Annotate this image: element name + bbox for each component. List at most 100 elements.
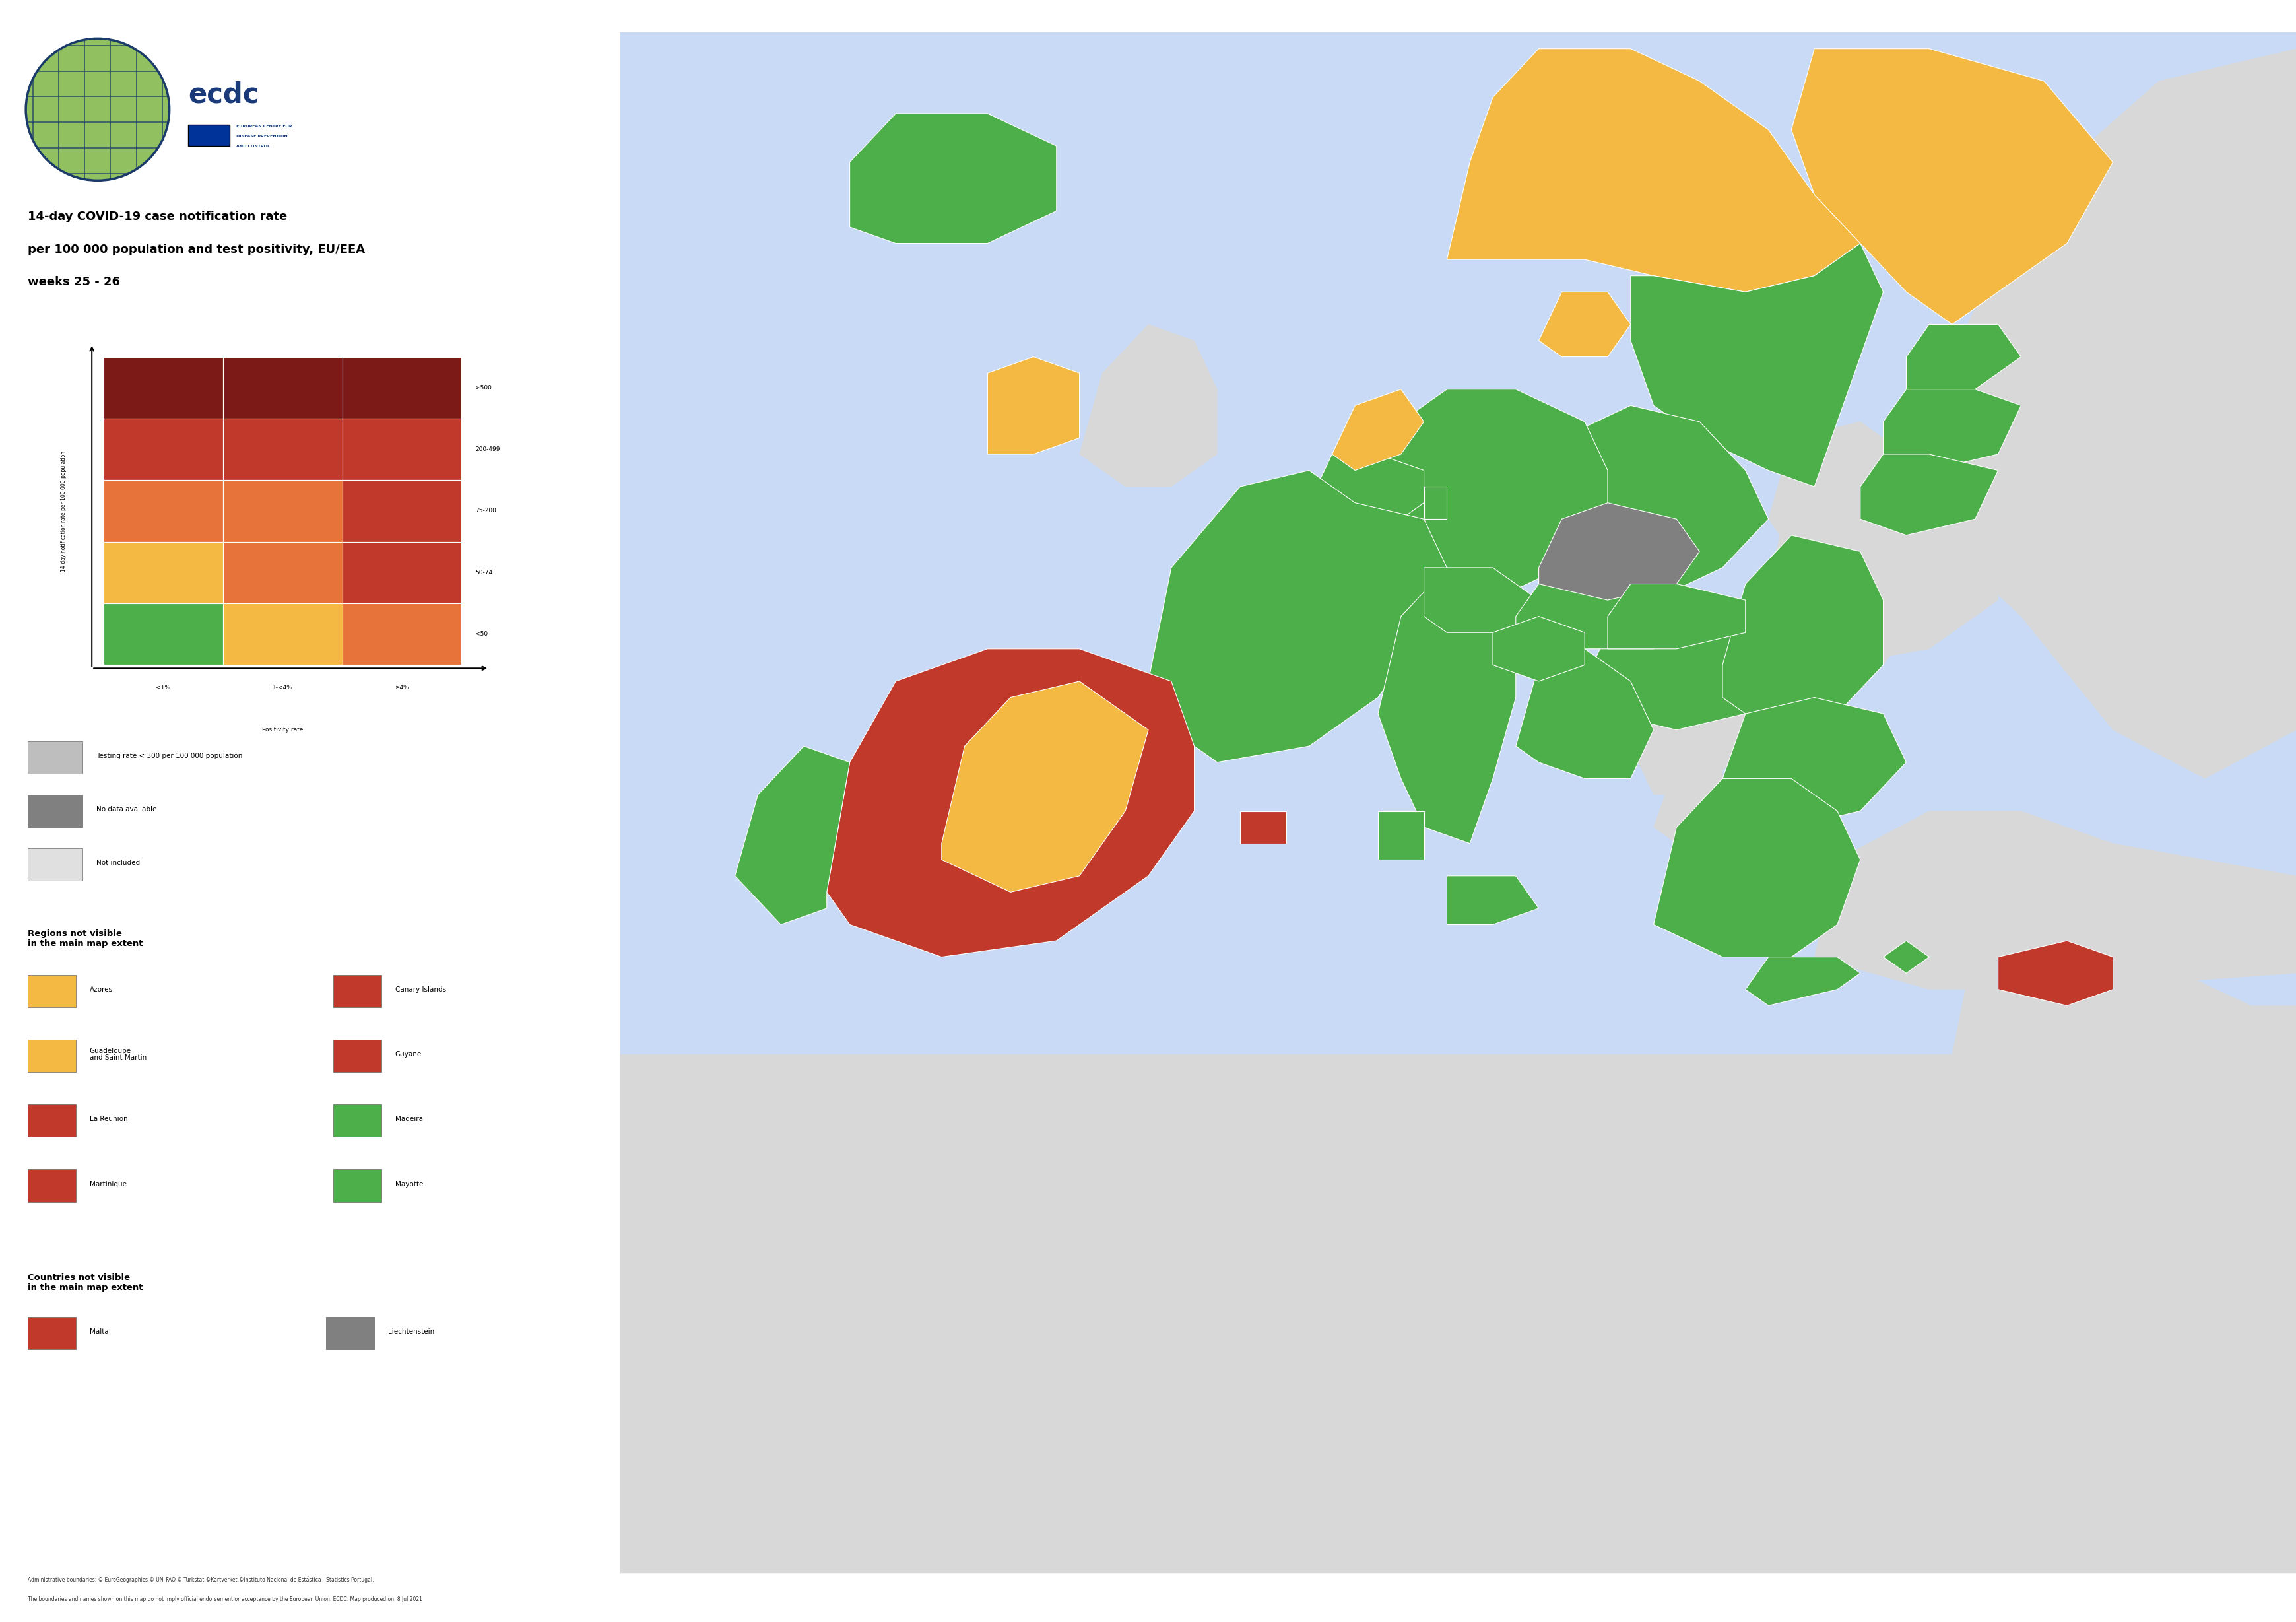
FancyBboxPatch shape xyxy=(620,32,2296,1573)
Text: ≥4%: ≥4% xyxy=(395,684,409,691)
Polygon shape xyxy=(1998,941,2112,1006)
Text: No data available: No data available xyxy=(96,806,156,813)
FancyBboxPatch shape xyxy=(223,542,342,603)
Polygon shape xyxy=(1768,422,1906,551)
FancyBboxPatch shape xyxy=(188,125,230,146)
FancyBboxPatch shape xyxy=(28,795,83,827)
Polygon shape xyxy=(987,357,1079,454)
Text: Countries not visible
in the main map extent: Countries not visible in the main map ex… xyxy=(28,1273,142,1291)
FancyBboxPatch shape xyxy=(342,480,461,542)
Polygon shape xyxy=(1883,389,2020,470)
Polygon shape xyxy=(1309,454,1424,535)
FancyBboxPatch shape xyxy=(28,975,76,1007)
FancyBboxPatch shape xyxy=(333,1105,381,1137)
Text: Liechtenstein: Liechtenstein xyxy=(388,1328,434,1335)
FancyBboxPatch shape xyxy=(223,480,342,542)
Polygon shape xyxy=(1584,616,1768,730)
Polygon shape xyxy=(1378,568,1515,843)
Text: Azores: Azores xyxy=(90,986,113,993)
Polygon shape xyxy=(1929,49,2296,779)
Polygon shape xyxy=(850,114,1056,243)
Text: 200-499: 200-499 xyxy=(475,446,501,453)
Polygon shape xyxy=(1630,665,1745,795)
Text: AND CONTROL: AND CONTROL xyxy=(236,144,271,148)
Polygon shape xyxy=(1355,389,1607,600)
Polygon shape xyxy=(1814,811,2296,989)
Text: DISEASE PREVENTION: DISEASE PREVENTION xyxy=(236,135,287,138)
Text: per 100 000 population and test positivity, EU/EEA: per 100 000 population and test positivi… xyxy=(28,243,365,255)
FancyBboxPatch shape xyxy=(103,418,223,480)
FancyBboxPatch shape xyxy=(28,1317,76,1350)
FancyBboxPatch shape xyxy=(103,357,223,418)
Polygon shape xyxy=(1538,292,1630,357)
Text: 1-<4%: 1-<4% xyxy=(273,684,292,691)
Polygon shape xyxy=(1607,584,1745,649)
Polygon shape xyxy=(1240,811,1286,843)
Polygon shape xyxy=(941,681,1148,892)
Polygon shape xyxy=(1079,324,1217,487)
Text: Malta: Malta xyxy=(90,1328,108,1335)
Polygon shape xyxy=(1722,535,1883,730)
Text: Guadeloupe
and Saint Martin: Guadeloupe and Saint Martin xyxy=(90,1048,147,1061)
Polygon shape xyxy=(1515,568,1699,649)
Text: Canary Islands: Canary Islands xyxy=(395,986,445,993)
FancyBboxPatch shape xyxy=(28,1169,76,1202)
Polygon shape xyxy=(1446,876,1538,925)
Text: Regions not visible
in the main map extent: Regions not visible in the main map exte… xyxy=(28,929,142,947)
Polygon shape xyxy=(1791,49,2112,324)
Polygon shape xyxy=(1952,941,2296,1054)
Text: EUROPEAN CENTRE FOR: EUROPEAN CENTRE FOR xyxy=(236,125,292,128)
Polygon shape xyxy=(1722,697,1906,827)
Text: Not included: Not included xyxy=(96,860,140,866)
Text: The boundaries and names shown on this map do not imply official endorsement or : The boundaries and names shown on this m… xyxy=(28,1596,422,1603)
Text: Positivity rate: Positivity rate xyxy=(262,727,303,733)
Polygon shape xyxy=(1446,49,1860,292)
Text: Martinique: Martinique xyxy=(90,1181,126,1187)
Text: Administrative boundaries: © EuroGeographics © UN–FAO © Turkstat.©Kartverket.©In: Administrative boundaries: © EuroGeograp… xyxy=(28,1577,374,1583)
Polygon shape xyxy=(1561,697,1653,779)
Polygon shape xyxy=(1745,957,1860,1006)
FancyBboxPatch shape xyxy=(326,1317,374,1350)
Polygon shape xyxy=(1653,762,1722,843)
Polygon shape xyxy=(1378,811,1424,860)
FancyBboxPatch shape xyxy=(28,1105,76,1137)
FancyBboxPatch shape xyxy=(333,1040,381,1072)
Text: Guyane: Guyane xyxy=(395,1051,422,1058)
FancyBboxPatch shape xyxy=(333,975,381,1007)
Text: La Reunion: La Reunion xyxy=(90,1116,129,1122)
Polygon shape xyxy=(1538,406,1768,600)
Polygon shape xyxy=(620,1054,2296,1573)
FancyBboxPatch shape xyxy=(342,357,461,418)
FancyBboxPatch shape xyxy=(28,848,83,881)
FancyBboxPatch shape xyxy=(342,418,461,480)
Polygon shape xyxy=(1860,454,1998,535)
Text: 14-day notification rate per 100 000 population: 14-day notification rate per 100 000 pop… xyxy=(60,451,67,571)
Text: 50-74: 50-74 xyxy=(475,569,494,576)
Polygon shape xyxy=(735,746,850,925)
FancyBboxPatch shape xyxy=(28,741,83,774)
FancyBboxPatch shape xyxy=(223,357,342,418)
Polygon shape xyxy=(1492,616,1584,681)
FancyBboxPatch shape xyxy=(223,418,342,480)
Polygon shape xyxy=(1837,600,1906,665)
Polygon shape xyxy=(1538,503,1699,600)
Text: <1%: <1% xyxy=(156,684,170,691)
Polygon shape xyxy=(1424,487,1446,519)
FancyBboxPatch shape xyxy=(103,480,223,542)
Text: 14-day COVID-19 case notification rate: 14-day COVID-19 case notification rate xyxy=(28,211,287,222)
Polygon shape xyxy=(827,649,1194,957)
Polygon shape xyxy=(1906,324,2020,389)
Polygon shape xyxy=(1653,779,1860,957)
FancyBboxPatch shape xyxy=(223,603,342,665)
Polygon shape xyxy=(1332,389,1424,470)
Polygon shape xyxy=(1630,243,1883,487)
Polygon shape xyxy=(1768,438,1998,665)
Text: >500: >500 xyxy=(475,384,491,391)
Text: <50: <50 xyxy=(475,631,487,637)
Text: ecdc: ecdc xyxy=(188,81,259,109)
FancyBboxPatch shape xyxy=(342,542,461,603)
Text: Madeira: Madeira xyxy=(395,1116,422,1122)
FancyBboxPatch shape xyxy=(342,603,461,665)
Polygon shape xyxy=(1424,568,1538,633)
Text: Mayotte: Mayotte xyxy=(395,1181,422,1187)
